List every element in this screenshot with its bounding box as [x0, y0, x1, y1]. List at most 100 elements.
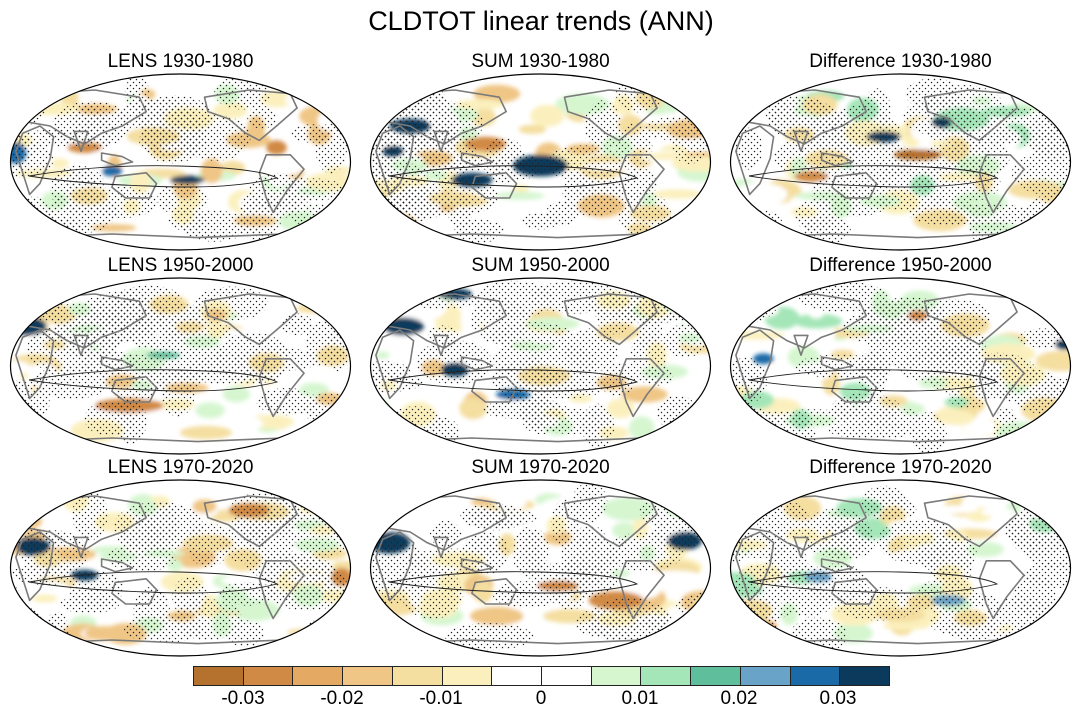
stipple-area [420, 154, 498, 172]
stipple-area [789, 617, 848, 654]
stipple-area [833, 587, 923, 621]
trend-patch [370, 299, 398, 316]
stipple-area [370, 407, 396, 437]
trend-patch [328, 299, 345, 314]
stipple-area [59, 324, 133, 347]
coastline [820, 356, 854, 371]
trend-patch [370, 98, 390, 110]
stipple-area [905, 78, 962, 110]
robinson-map [9, 73, 352, 251]
coastline [100, 356, 134, 371]
stipple-area [247, 105, 277, 129]
trend-patch [733, 182, 788, 206]
colorbar-box [541, 666, 592, 686]
coastline [15, 531, 55, 602]
coastline [303, 82, 326, 98]
trend-patch [1039, 415, 1071, 438]
trend-patch [336, 285, 351, 311]
stipple-area [302, 620, 327, 640]
trend-patch [10, 617, 40, 642]
colorbar-box [690, 666, 741, 686]
trend-patch [195, 402, 225, 419]
stipple-area [571, 482, 608, 523]
trend-patch [530, 104, 565, 127]
coastline [793, 536, 809, 558]
stipple-area [157, 303, 205, 338]
stipple-area [157, 183, 209, 216]
panel-title: Difference 1930-1980 [809, 51, 992, 72]
trend-patch [626, 575, 663, 599]
coastline [563, 293, 658, 346]
trend-patch [370, 421, 401, 432]
coastline [1023, 82, 1046, 98]
stipple-area [383, 119, 458, 161]
colorbar-box [242, 666, 294, 686]
coastline [15, 293, 147, 349]
coastline [618, 154, 665, 214]
trend-patch [315, 617, 351, 631]
coastline [1023, 286, 1046, 302]
trend-patch [370, 615, 379, 626]
trend-patch [945, 410, 975, 426]
contour-line [388, 571, 639, 594]
coastline [15, 125, 55, 196]
coastline [663, 488, 686, 504]
colorbar-box [839, 666, 890, 686]
map-border [369, 479, 712, 657]
stipple-area [65, 168, 97, 203]
colorbar-box [640, 666, 692, 686]
trend-patch [11, 608, 26, 619]
panel-title: LENS 1970-2020 [107, 457, 254, 478]
coastline [978, 560, 1025, 620]
trend-patch [370, 623, 394, 633]
robinson-map [9, 479, 352, 657]
stipple-area [916, 578, 976, 615]
trend-patch [731, 331, 785, 340]
coastline [375, 495, 507, 551]
robinson-map [729, 479, 1072, 657]
stipple-area [377, 193, 402, 245]
trend-patch [812, 324, 836, 343]
stipple-area [942, 332, 975, 361]
coastline [563, 495, 658, 548]
stipple-area [916, 530, 977, 574]
coastline [203, 495, 298, 548]
trend-patch [1040, 623, 1071, 633]
coastline [100, 558, 134, 573]
trend-patch [129, 171, 151, 194]
map-border [369, 73, 712, 251]
map-panel-sum-1970-2020: SUM 1970-2020 [369, 458, 712, 658]
map-panel-lens-1950-2000: LENS 1950-2000 [9, 256, 352, 456]
stipple-area [523, 529, 550, 571]
coastline [100, 152, 134, 167]
coastline [111, 578, 158, 605]
stipple-area [473, 280, 554, 320]
coastline [618, 560, 665, 620]
stipple-area [214, 76, 271, 110]
map-border [9, 277, 352, 455]
robinson-map [9, 277, 352, 455]
contour-line [748, 165, 999, 188]
map-panel-sum-1930-1980: SUM 1930-1980 [369, 52, 712, 252]
coastline [460, 558, 494, 573]
trend-patch [752, 420, 771, 438]
stipple-area [492, 581, 561, 608]
stipple-area [521, 212, 559, 230]
map-panel-difference-1970-2020: Difference 1970-2020 [729, 458, 1072, 658]
trend-patch [925, 505, 979, 514]
contour-line [748, 571, 999, 594]
map-panel-lens-1930-1980: LENS 1930-1980 [9, 52, 352, 252]
map-border [369, 277, 712, 455]
coastline [1023, 488, 1046, 504]
coastline [460, 356, 494, 371]
coastline [258, 358, 305, 418]
trend-patch [730, 628, 751, 637]
contour-line [748, 369, 999, 392]
map-border [729, 479, 1072, 657]
stipple-area [656, 395, 698, 431]
stipple-area [803, 213, 851, 245]
trend-patch [332, 289, 351, 308]
stipple-area [562, 170, 626, 217]
contour-line [388, 369, 639, 392]
coastline [203, 293, 298, 346]
